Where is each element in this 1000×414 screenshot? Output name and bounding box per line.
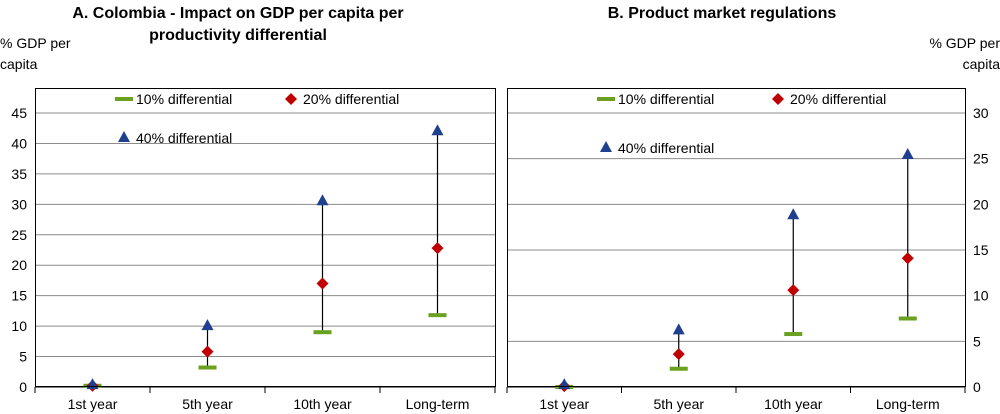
- y-tick-label: 0: [973, 379, 981, 395]
- y-tick-label: 10: [11, 318, 27, 334]
- x-tick-label: 10th year: [293, 396, 352, 412]
- legend-marker-triangle: [118, 131, 130, 142]
- panel-b-frame: [507, 88, 966, 387]
- data-point-triangle: [787, 208, 800, 220]
- legend-marker-diamond: [285, 93, 297, 105]
- data-point-triangle: [672, 323, 685, 335]
- chart-panel-a: A. Colombia - Impact on GDP per capita p…: [0, 5, 496, 412]
- data-point-triangle: [901, 148, 914, 160]
- legend-label: 20% differential: [303, 91, 399, 107]
- panel-a-frame: [35, 88, 496, 387]
- x-tick-label: Long-term: [406, 396, 470, 412]
- legend-label: 20% differential: [790, 91, 886, 107]
- y-axis-label-line: % GDP per: [929, 35, 1000, 51]
- y-tick-label: 20: [973, 196, 989, 212]
- data-point-diamond: [431, 242, 444, 255]
- data-point-triangle: [316, 194, 329, 206]
- data-point-diamond: [316, 277, 329, 290]
- data-point-triangle: [86, 378, 99, 390]
- y-tick-label: 40: [11, 135, 27, 151]
- x-tick-label: 1st year: [68, 396, 118, 412]
- y-tick-label: 10: [973, 288, 989, 304]
- data-point-dash: [313, 330, 332, 335]
- legend-label: 40% differential: [136, 130, 232, 146]
- data-point-diamond: [901, 252, 914, 265]
- y-tick-label: 0: [19, 379, 27, 395]
- chart-title-line: productivity differential: [149, 27, 327, 44]
- y-axis-label-line: capita: [963, 56, 1000, 72]
- y-tick-label: 25: [973, 151, 989, 167]
- data-point-dash: [898, 316, 917, 321]
- y-tick-label: 30: [11, 196, 27, 212]
- data-point-diamond: [201, 345, 214, 358]
- data-point-dash: [198, 365, 217, 370]
- x-tick-label: 1st year: [539, 396, 589, 412]
- x-tick-label: 5th year: [182, 396, 233, 412]
- data-point-diamond: [672, 348, 685, 361]
- y-tick-label: 5: [973, 333, 981, 349]
- data-point-triangle: [558, 378, 571, 390]
- chart-title-line: A. Colombia - Impact on GDP per capita p…: [72, 5, 403, 22]
- y-axis-label-line: % GDP per: [0, 35, 71, 51]
- x-tick-label: 10th year: [764, 396, 823, 412]
- legend-label: 40% differential: [618, 140, 714, 156]
- y-tick-label: 30: [973, 105, 989, 121]
- y-tick-label: 20: [11, 257, 27, 273]
- data-point-diamond: [787, 284, 800, 297]
- y-tick-label: 45: [11, 105, 27, 121]
- legend-label: 10% differential: [136, 91, 232, 107]
- data-point-triangle: [431, 124, 444, 136]
- data-point-dash: [784, 332, 803, 337]
- chart-title-line: B. Product market regulations: [608, 5, 837, 22]
- data-point-dash: [428, 313, 447, 318]
- y-axis-label-line: capita: [0, 56, 38, 72]
- data-point-triangle: [201, 319, 214, 331]
- y-tick-label: 5: [19, 349, 27, 365]
- legend-marker-dash: [597, 97, 615, 101]
- legend-marker-dash: [115, 97, 133, 101]
- legend-marker-diamond: [772, 93, 784, 105]
- legend-label: 10% differential: [618, 91, 714, 107]
- y-tick-label: 35: [11, 166, 27, 182]
- chart-panel-b: B. Product market regulations % GDP per ca…: [506, 5, 1000, 412]
- y-tick-label: 15: [11, 288, 27, 304]
- legend-marker-triangle: [600, 141, 612, 152]
- y-tick-label: 25: [11, 227, 27, 243]
- y-tick-label: 15: [973, 242, 989, 258]
- data-point-dash: [669, 366, 688, 371]
- x-tick-label: 5th year: [653, 396, 704, 412]
- x-tick-label: Long-term: [876, 396, 940, 412]
